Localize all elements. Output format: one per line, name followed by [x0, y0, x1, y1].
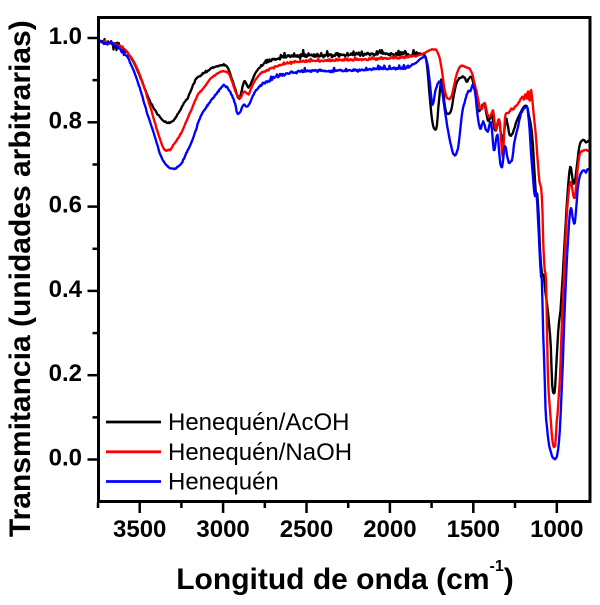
svg-text:1000: 1000: [530, 516, 583, 543]
svg-text:2500: 2500: [280, 516, 333, 543]
svg-text:1.0: 1.0: [49, 23, 82, 50]
svg-text:0.8: 0.8: [49, 107, 82, 134]
svg-text:Henequén/AcOH: Henequén/AcOH: [168, 409, 349, 436]
svg-text:Longitud de onda (cm-1): Longitud de onda (cm-1): [176, 558, 514, 596]
svg-text:3500: 3500: [113, 516, 166, 543]
svg-text:Henequén/NaOH: Henequén/NaOH: [168, 439, 352, 466]
svg-text:0.4: 0.4: [49, 276, 83, 303]
svg-text:0.2: 0.2: [49, 360, 82, 387]
svg-text:1500: 1500: [447, 516, 500, 543]
svg-text:Transmitancia (unidades arbitr: Transmitancia (unidades arbitrarias): [4, 20, 37, 537]
svg-text:0.0: 0.0: [49, 445, 82, 472]
svg-text:2000: 2000: [363, 516, 416, 543]
svg-text:0.6: 0.6: [49, 192, 82, 219]
svg-text:Henequén: Henequén: [168, 469, 279, 496]
svg-text:3000: 3000: [196, 516, 249, 543]
